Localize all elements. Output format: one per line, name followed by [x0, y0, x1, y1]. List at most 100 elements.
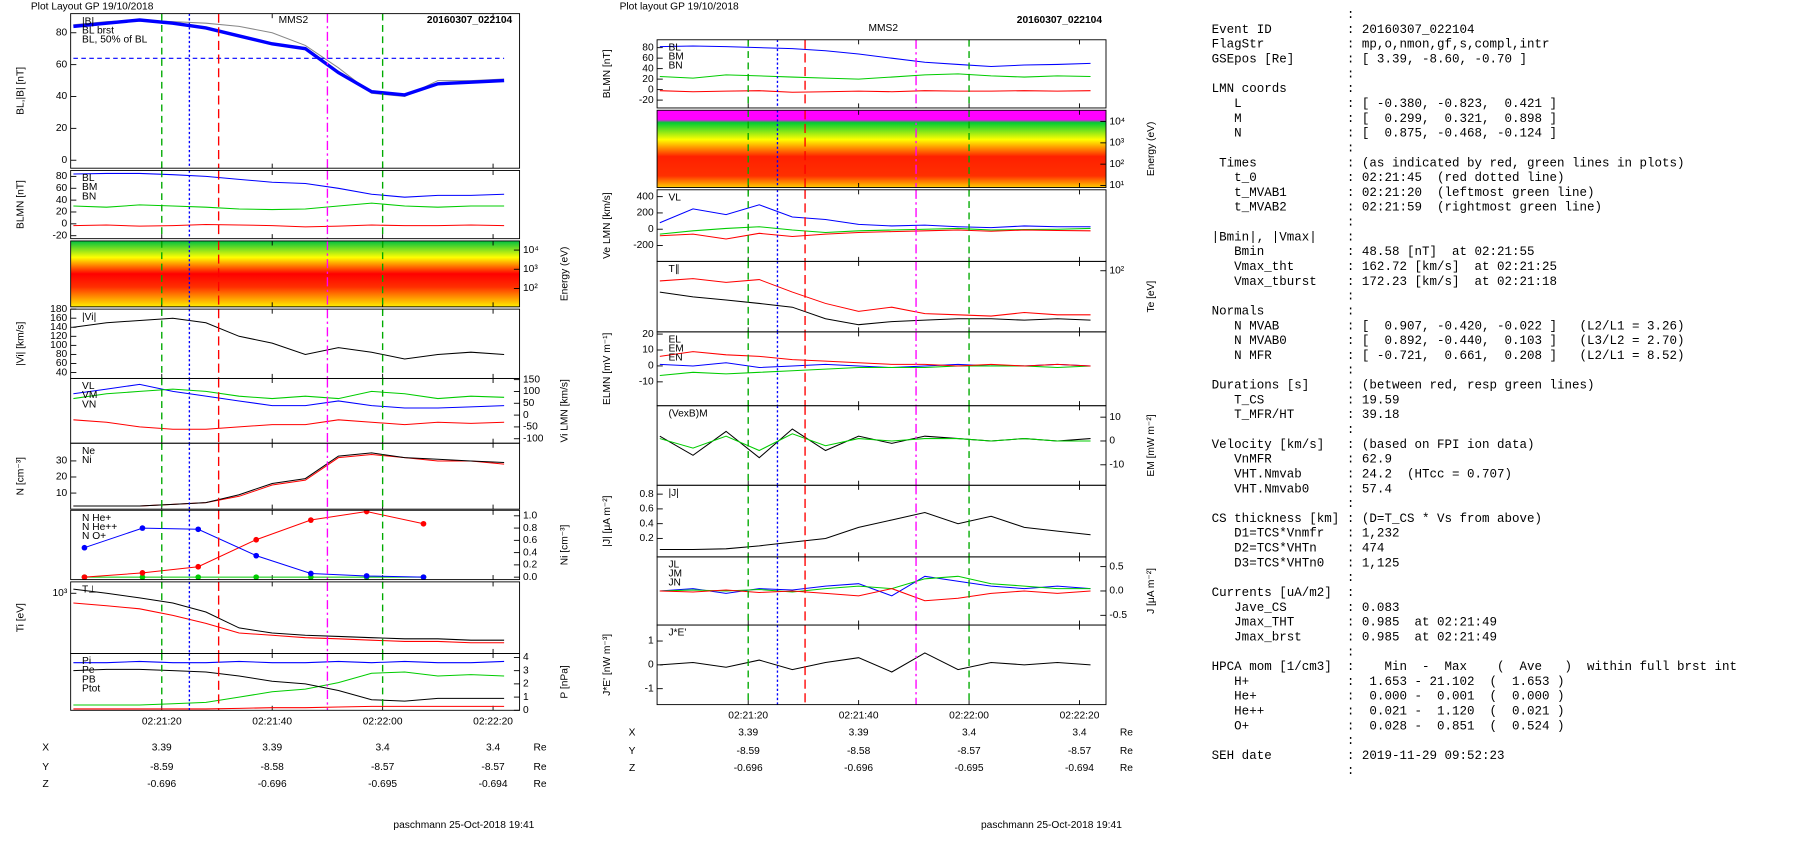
position-value: 3.4: [1072, 728, 1087, 739]
position-value: -0.696: [844, 763, 873, 774]
y-tick-label: 0.0: [1109, 586, 1124, 597]
series-group: [659, 652, 1091, 673]
position-value: -0.695: [368, 779, 397, 790]
y-tick-label: 20: [642, 74, 654, 85]
info-key: D3=TCS*VHTn0: [1212, 556, 1325, 570]
y-tick-label: 80: [56, 27, 68, 38]
info-key: Velocity [km/s]: [1212, 438, 1325, 452]
y-axis-label: N [cm⁻³]: [15, 457, 26, 495]
y-tick-label: 0: [523, 410, 529, 421]
y-tick-label: 0: [62, 219, 68, 230]
y-tick-label: 1.0: [523, 511, 538, 522]
y-tick-label: 10⁴: [1109, 116, 1125, 127]
y-tick-label: 400: [637, 191, 654, 202]
series-line: [659, 278, 1091, 317]
legend-entry: Pi: [82, 656, 91, 667]
data-point: [420, 574, 427, 580]
panel-frame: [656, 624, 1107, 706]
series-line: [659, 73, 1091, 80]
panel: 10³ T⊥ Ti [eV]: [15, 581, 521, 654]
series-line: [73, 602, 505, 644]
info-key: D1=TCS*Vnmfr: [1212, 527, 1325, 541]
spacecraft-title: MMS2: [868, 23, 898, 34]
y-tick-label: -10: [1109, 459, 1124, 470]
y-tick-label: 1: [523, 692, 529, 703]
y-tick-label: 80: [56, 349, 68, 360]
legend-entry: (VexB)M: [668, 408, 707, 419]
data-point: [363, 573, 370, 579]
panel: 10² 10³ 10⁴ Energy (eV): [70, 240, 571, 308]
spectrogram: [70, 240, 520, 307]
position-value: 3.39: [738, 728, 758, 739]
panel-frame: [656, 331, 1107, 407]
position-value: -0.694: [479, 779, 508, 790]
info-key: N MFR: [1212, 349, 1273, 363]
info-value: :: [1347, 364, 1355, 378]
series-group: [659, 512, 1091, 551]
info-value: : 1,125: [1347, 556, 1400, 570]
y-tick-label: 60: [56, 358, 68, 369]
position-value: -8.57: [957, 746, 981, 757]
x-tick-label: 02:21:40: [252, 716, 292, 727]
series-line: [73, 588, 505, 641]
info-key: Jave_CS: [1212, 601, 1287, 615]
position-unit: Re: [1120, 746, 1133, 757]
info-value: : 62.9: [1347, 453, 1392, 467]
info-value: :: [1347, 216, 1355, 230]
info-key: FlagStr: [1212, 38, 1265, 52]
panel-frame: [656, 109, 1107, 188]
series-line: [659, 428, 1091, 459]
info-key: D2=TCS*VHTn: [1212, 542, 1317, 556]
info-value: : 0.021 - 1.120 ( 0.021 ): [1347, 705, 1565, 719]
info-value: :: [1347, 141, 1355, 155]
series-line: [659, 365, 1091, 377]
panel: 0.2 0.4 0.6 0.8 |J| |J| [μA m⁻²]: [602, 484, 1107, 558]
y-tick-label: 10¹: [1109, 180, 1124, 191]
y-tick-label: 0.6: [639, 504, 654, 515]
legend-entry: BL: [668, 42, 681, 53]
y-tick-label: 10²: [1109, 265, 1124, 276]
series-group: [659, 278, 1091, 326]
position-value: -8.57: [1068, 746, 1092, 757]
info-value: : mp,o,nmon,gf,s,compl,intr: [1347, 38, 1550, 52]
y-tick-label: 0: [62, 155, 68, 166]
info-value: :: [1347, 764, 1355, 778]
series-line: [73, 419, 505, 430]
info-key: Vmax_tht: [1212, 260, 1295, 274]
info-key: LMN coords: [1212, 82, 1287, 96]
series-group: [659, 351, 1091, 377]
y-tick-label: 160: [50, 313, 67, 324]
legend-entry: VN: [82, 399, 96, 410]
info-key: T_CS: [1212, 393, 1265, 407]
y-tick-label: 100: [523, 386, 540, 397]
legend-entry: EL: [668, 335, 681, 346]
y-axis-label: BL,|B| [nT]: [15, 67, 26, 115]
y-tick-label: -20: [639, 95, 654, 106]
y-tick-label: 10³: [1109, 138, 1124, 149]
info-key: Times: [1212, 156, 1257, 170]
legend-entry: Ptot: [82, 683, 100, 694]
info-value: :: [1347, 571, 1355, 585]
spacecraft-title: MMS2: [279, 15, 309, 26]
legend-entry: N He++: [82, 522, 117, 533]
y-tick-label: -100: [523, 433, 544, 444]
series-line: [659, 90, 1091, 93]
y-axis-label: BLMN [nT]: [602, 49, 613, 98]
series-line: [73, 172, 505, 198]
position-unit: Re: [1120, 763, 1133, 774]
panel-frame: [70, 509, 521, 581]
info-key: |Bmin|, |Vmax|: [1212, 230, 1317, 244]
series-line: [73, 660, 505, 664]
x-tick-label: 02:22:20: [473, 716, 513, 727]
data-point: [253, 552, 260, 559]
legend-entry: T∥: [668, 264, 679, 275]
info-value: : 172.23 [km/s] at 02:21:18: [1347, 275, 1557, 289]
legend-entry: BM: [668, 52, 683, 63]
info-key: N MVAB: [1212, 319, 1280, 333]
info-key: Jmax_THT: [1212, 616, 1295, 630]
series-group: [73, 18, 505, 98]
info-value: : (between red, resp green lines): [1347, 379, 1595, 393]
